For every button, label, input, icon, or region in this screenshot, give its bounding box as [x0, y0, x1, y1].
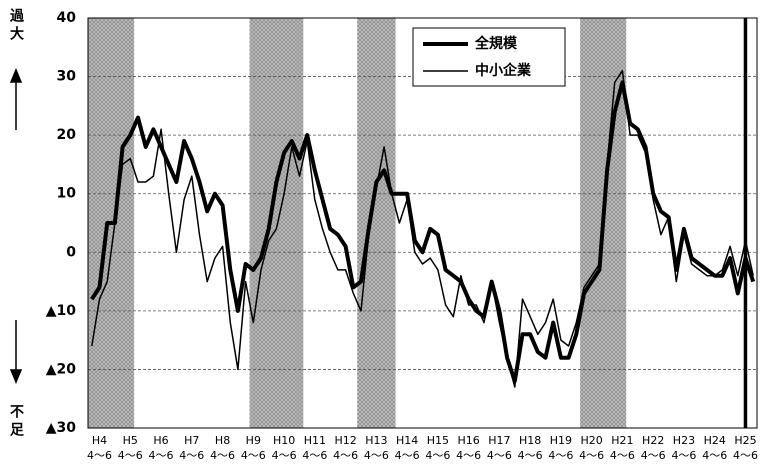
- x-tick-label: H12: [334, 434, 356, 447]
- arrows: [9, 68, 23, 384]
- x-tick-label: H5: [123, 434, 138, 447]
- x-tick-label: H8: [215, 434, 230, 447]
- x-tick-label: H13: [365, 434, 387, 447]
- x-quarter-label: 4～6: [272, 449, 297, 462]
- x-quarter-label: 4～6: [641, 449, 666, 462]
- x-quarter-label: 4～6: [671, 449, 696, 462]
- x-tick-label: H11: [304, 434, 326, 447]
- y-tick-label: 0: [66, 244, 76, 260]
- x-tick-label: H18: [519, 434, 541, 447]
- x-quarter-label: 4～6: [702, 449, 727, 462]
- x-tick-label: H16: [457, 434, 479, 447]
- x-quarter-label: 4～6: [425, 449, 450, 462]
- legend-label: 中小企業: [475, 62, 532, 79]
- bottom-label: 不足: [8, 404, 24, 440]
- series-line: [90, 80, 756, 384]
- x-quarter-label: 4～6: [548, 449, 573, 462]
- x-tick-label: H20: [581, 434, 603, 447]
- x-quarter-label: 4～6: [210, 449, 235, 462]
- y-tick-label: 20: [57, 127, 77, 143]
- x-tick-label: H19: [550, 434, 572, 447]
- x-quarter-label: 4～6: [733, 449, 758, 462]
- x-quarter-label: 4～6: [302, 449, 327, 462]
- y-tick-label: 10: [57, 186, 77, 202]
- x-quarter-label: 4～6: [518, 449, 543, 462]
- x-tick-label: H22: [642, 434, 664, 447]
- legend-box: [412, 27, 566, 87]
- y-tick-label: 30: [57, 69, 77, 85]
- x-quarter-label: 4～6: [87, 449, 112, 462]
- legend-label: 全規模: [474, 35, 518, 52]
- x-tick-label: H14: [396, 434, 418, 447]
- x-tick-label: H6: [153, 434, 168, 447]
- plot: ▲30 ▲20 ▲10 0 10 20 30 40 H4 4～6 H5 4～6 H6 4～6 H7 4～6 H8…: [46, 10, 758, 462]
- x-tick-label: H21: [611, 434, 633, 447]
- shaded-period: [249, 18, 304, 428]
- x-quarter-label: 4～6: [610, 449, 635, 462]
- x-tick-label: H15: [427, 434, 449, 447]
- series-line: [91, 69, 754, 388]
- x-quarter-label: 4～6: [579, 449, 604, 462]
- x-tick-label: H9: [246, 434, 261, 447]
- x-quarter-label: 4～6: [364, 449, 389, 462]
- x-tick-label: H25: [734, 434, 756, 447]
- x-tick-label: H24: [704, 434, 726, 447]
- x-quarter-label: 4～6: [487, 449, 512, 462]
- top-label: 過大: [8, 8, 25, 44]
- x-quarter-label: 4～6: [333, 449, 358, 462]
- y-tick-label: 40: [57, 10, 77, 26]
- x-tick-label: H17: [488, 434, 510, 447]
- x-quarter-label: 4～6: [395, 449, 420, 462]
- y-tick-label: ▲20: [46, 361, 77, 377]
- y-tick-label: ▲30: [46, 420, 77, 436]
- plot-border: [87, 17, 758, 429]
- shaded-period: [357, 18, 396, 428]
- x-quarter-label: 4～6: [149, 449, 174, 462]
- x-quarter-label: 4～6: [241, 449, 266, 462]
- x-tick-label: H4: [92, 434, 107, 447]
- x-tick-label: H7: [184, 434, 199, 447]
- x-quarter-label: 4～6: [118, 449, 143, 462]
- x-quarter-label: 4～6: [179, 449, 204, 462]
- x-quarter-label: 4～6: [456, 449, 481, 462]
- x-tick-label: H23: [673, 434, 695, 447]
- x-tick-label: H10: [273, 434, 295, 447]
- y-tick-label: ▲10: [46, 303, 77, 319]
